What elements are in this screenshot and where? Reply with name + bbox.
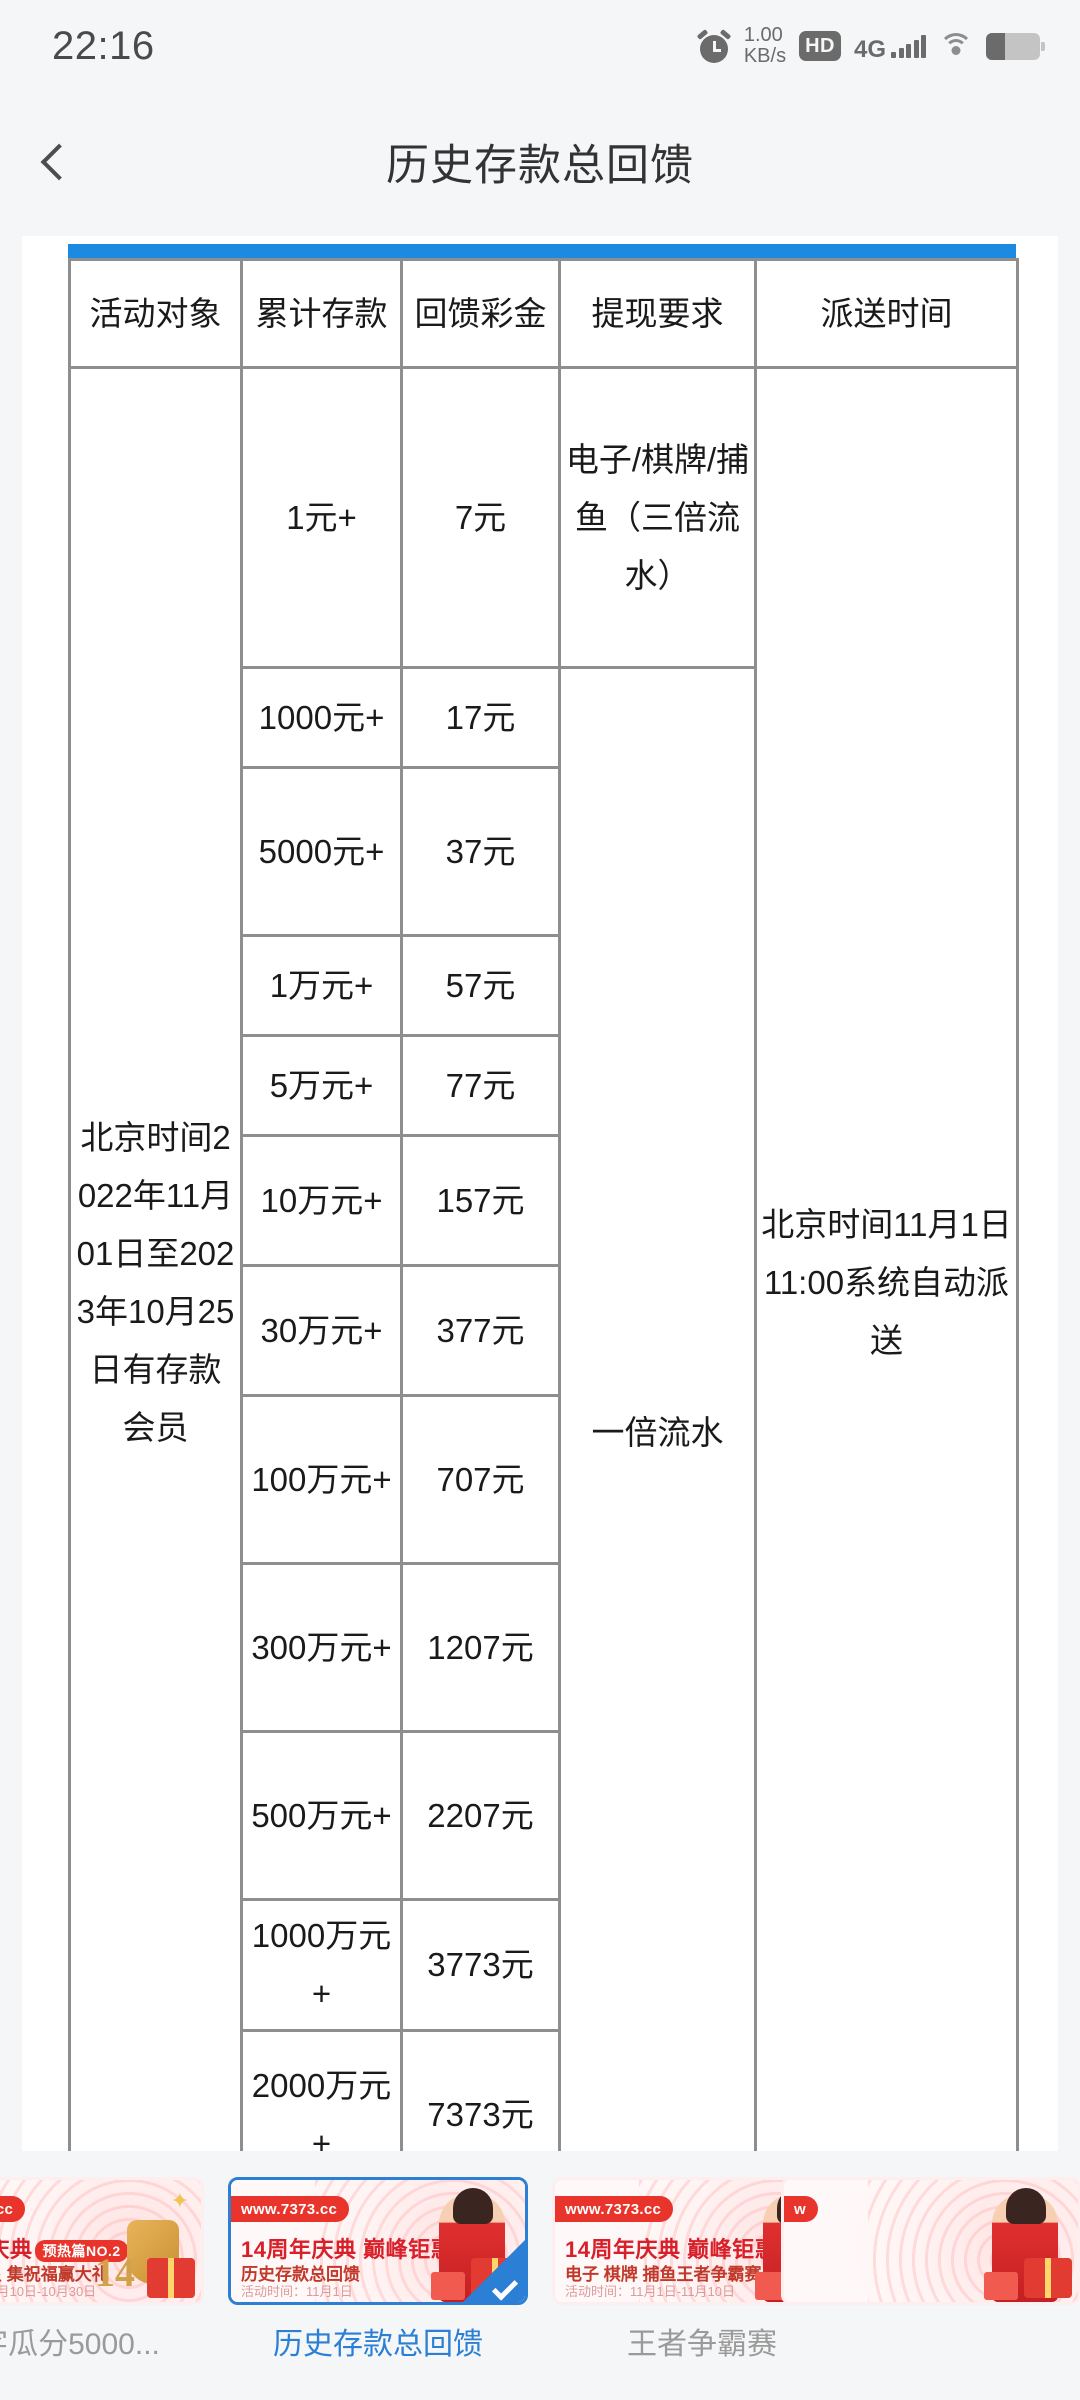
hd-icon: HD <box>799 31 841 61</box>
app-bar: 历史存款总回馈 <box>0 92 1080 232</box>
thumbnail-period: 活动时间：11月1日-11月10日 <box>565 2284 736 2299</box>
cell-bonus-amount: 17元 <box>400 666 561 769</box>
thumbnail-title: 14周年庆典 巅峰钜惠 <box>241 2237 454 2262</box>
cell-deposit-amount: 2000万元+ <box>240 2029 403 2151</box>
cell-bonus-amount: 7373元 <box>400 2029 561 2151</box>
thumbnail-artwork: 14 ✦ <box>79 2180 197 2302</box>
table-header-2: 累计存款 <box>240 258 403 369</box>
thumbnail-period: 活动时间：11月1日 <box>241 2284 353 2299</box>
signal-icon: 4G <box>853 34 926 63</box>
table-row: 北京时间2022年11月01日至2023年10月25日有存款会员 1元+ 7元 电子/… <box>68 366 1019 2151</box>
thumbnail-subtitle: 电子 棋牌 捕鱼王者争霸赛 <box>565 2265 762 2284</box>
activity-thumbnail[interactable]: w <box>781 2177 1080 2319</box>
table-header-3: 回馈彩金 <box>400 258 561 369</box>
thumbnail-title: 14周年庆典预热篇NO.2 <box>0 2232 128 2264</box>
network-type-label: 4G <box>853 36 886 63</box>
page-title: 历史存款总回馈 <box>386 142 694 190</box>
thumbnail-badge: 预热篇NO.2 <box>35 2240 128 2263</box>
cell-bonus-amount: 377元 <box>400 1264 561 1397</box>
activity-thumbnail-image[interactable]: www.7373.cc 14周年庆典预热篇NO.2神秘幸运星 集祝福赢大礼活动时间… <box>0 2177 204 2305</box>
battery-icon <box>986 32 1045 60</box>
table-row: 30万元+ 377元 <box>70 1264 1018 1397</box>
back-button[interactable] <box>0 92 110 232</box>
signal-bars <box>891 34 926 58</box>
cell-deposit-amount: 1000万元+ <box>240 1898 403 2032</box>
alarm-icon <box>696 29 732 63</box>
cell-bonus-amount: 3773元 <box>400 1898 561 2032</box>
activity-thumbnail-image[interactable]: w <box>781 2177 1080 2305</box>
network-speed-unit: KB/s <box>743 45 787 67</box>
thumbnail-title: 14周年庆典 巅峰钜惠 <box>565 2237 778 2262</box>
activity-thumbnail[interactable]: www.7373.cc 14周年庆典 巅峰钜惠 历史存款总回馈 活动时间：11月1日历… <box>228 2177 528 2363</box>
cell-bonus-amount: 37元 <box>400 766 561 937</box>
cell-deposit-amount: 30万元+ <box>240 1264 403 1397</box>
thumbnail-url-tag: www.7373.cc <box>555 2196 674 2222</box>
activity-thumbnail-image[interactable]: www.7373.cc 14周年庆典 巅峰钜惠历史存款总回馈 活动时间：11月1日 <box>228 2177 528 2305</box>
table-row: 2000万元+ 7373元 <box>70 2029 1018 2151</box>
table-header-4: 提现要求 <box>558 258 757 369</box>
cell-deposit-amount: 100万元+ <box>240 1394 403 1565</box>
status-bar-clock: 22:16 <box>52 23 155 68</box>
deposit-rebate-table: 活动对象 累计存款 回馈彩金 提现要求 派送时间 北京时间2022年11月01日至2023… <box>68 258 1019 2151</box>
activity-thumbnail-label: 集字瓜分5000... <box>0 2328 160 2361</box>
thumbnail-period: 活动时间：10月10日-10月30日 <box>0 2284 97 2299</box>
thumbnail-artwork <box>956 2180 1074 2302</box>
activity-thumbnail-bar[interactable]: ..www.7373.cc14周年庆典预热篇NO.2神秘幸运星 集祝福赢大礼活动… <box>0 2151 1080 2400</box>
cell-bonus-amount: 77元 <box>400 1034 561 1137</box>
cell-bonus-amount: 1207元 <box>400 1562 561 1733</box>
table-header-1: 活动对象 <box>68 258 243 369</box>
table-row: 1000元+ 17元 一倍流水 <box>70 666 1018 2151</box>
network-speed-value: 1.00 <box>743 24 783 46</box>
cell-deposit-amount: 300万元+ <box>240 1562 403 1733</box>
table-row: 1万元+ 57元 <box>70 934 1018 1037</box>
cell-activity-target: 北京时间2022年11月01日至2023年10月25日有存款会员 <box>68 366 243 2151</box>
thumbnail-url-tag: www.7373.cc <box>0 2196 26 2222</box>
cell-withdraw-requirement: 一倍流水 <box>558 666 757 2151</box>
cell-deposit-amount: 1元+ <box>240 366 403 669</box>
table-row: 300万元+ 1207元 <box>70 1562 1018 1733</box>
table-body: 活动对象 累计存款 回馈彩金 提现要求 派送时间 北京时间2022年11月01日至2023… <box>68 258 1019 2151</box>
cell-bonus-amount: 7元 <box>400 366 561 669</box>
cell-deposit-amount: 1000元+ <box>240 666 403 769</box>
table-header-5: 派送时间 <box>754 258 1019 369</box>
cell-deposit-amount: 5万元+ <box>240 1034 403 1137</box>
thumbnail-url-tag: w <box>784 2196 818 2222</box>
wifi-icon <box>939 33 973 59</box>
chevron-left-icon <box>40 143 78 181</box>
thumbnail-subtitle: 神秘幸运星 集祝福赢大礼 <box>0 2265 109 2284</box>
table-row: 100万元+ 707元 <box>70 1394 1018 1565</box>
cell-bonus-amount: 2207元 <box>400 1730 561 1901</box>
activity-thumbnail[interactable]: www.7373.cc 14周年庆典预热篇NO.2神秘幸运星 集祝福赢大礼活动时间… <box>0 2177 204 2363</box>
deposit-table-wrapper: 活动对象 累计存款 回馈彩金 提现要求 派送时间 北京时间2022年11月01日至2023… <box>68 244 1019 2151</box>
content-page: 活动对象 累计存款 回馈彩金 提现要求 派送时间 北京时间2022年11月01日至2023… <box>22 236 1058 2151</box>
cell-deposit-amount: 1万元+ <box>240 934 403 1037</box>
cell-deposit-amount: 10万元+ <box>240 1134 403 1267</box>
status-bar-icons: 1.00 KB/s HD 4G <box>696 25 1045 67</box>
table-row: 5000元+ 37元 <box>70 766 1018 937</box>
cell-bonus-amount: 157元 <box>400 1134 561 1267</box>
selected-corner <box>463 2240 525 2302</box>
cell-delivery-time: 北京时间11月1日11:00系统自动派送 <box>754 366 1019 2151</box>
activity-thumbnail-label: 王者争霸赛 <box>627 2328 777 2361</box>
thumbnail-url-tag: www.7373.cc <box>231 2196 350 2222</box>
cell-bonus-amount: 707元 <box>400 1394 561 1565</box>
table-row: 1000万元+ 3773元 <box>70 1898 1018 2032</box>
activity-thumbnail-label: 历史存款总回馈 <box>273 2328 483 2361</box>
cell-bonus-amount: 57元 <box>400 934 561 1037</box>
table-row: 10万元+ 157元 <box>70 1134 1018 1267</box>
status-bar: 22:16 1.00 KB/s HD 4G <box>0 0 1080 92</box>
table-row: 5万元+ 77元 <box>70 1034 1018 1137</box>
thumbnail-subtitle: 历史存款总回馈 <box>241 2265 360 2284</box>
cell-deposit-amount: 5000元+ <box>240 766 403 937</box>
cell-withdraw-requirement: 电子/棋牌/捕鱼（三倍流水） <box>558 366 757 669</box>
table-header-row: 活动对象 累计存款 回馈彩金 提现要求 派送时间 <box>68 258 1019 369</box>
table-row: 500万元+ 2207元 <box>70 1730 1018 1901</box>
table-accent-bar <box>68 244 1016 258</box>
network-speed: 1.00 KB/s <box>744 25 786 67</box>
cell-deposit-amount: 500万元+ <box>240 1730 403 1901</box>
